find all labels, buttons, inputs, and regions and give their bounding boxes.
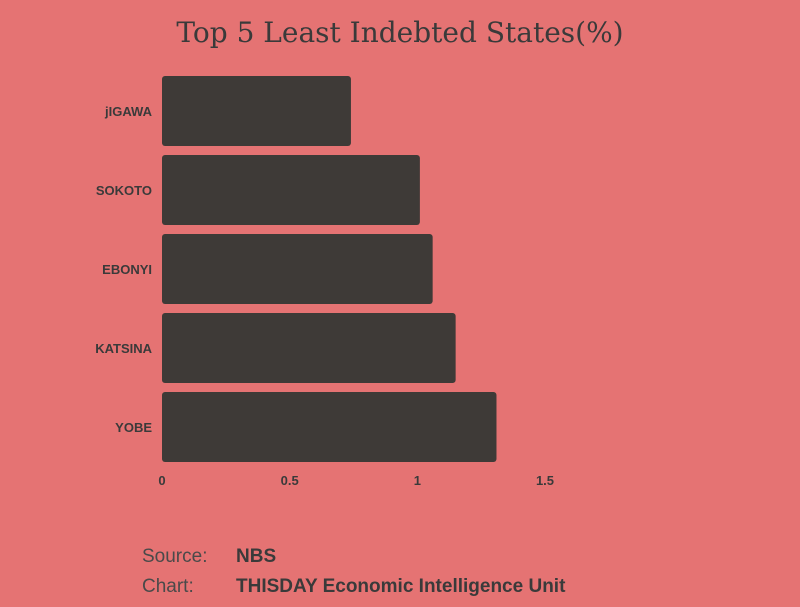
bar-jigawa — [162, 76, 351, 146]
y-tick-label: jIGAWA — [104, 104, 153, 119]
source-value: NBS — [236, 546, 277, 567]
bar-ebonyi — [162, 234, 433, 304]
y-tick-label: SOKOTO — [96, 183, 152, 198]
chart-credit-line: Chart: THISDAY Economic Intelligence Unit — [142, 576, 565, 598]
chart-title: Top 5 Least Indebted States(%) — [176, 16, 624, 49]
bar-yobe — [162, 392, 497, 462]
x-tick-label: 1.5 — [536, 473, 554, 488]
chart-credit-label: Chart: — [142, 576, 194, 597]
x-tick-label: 1 — [414, 473, 421, 488]
y-tick-label: YOBE — [115, 420, 152, 435]
x-tick-label: 0 — [158, 473, 165, 488]
x-tick-label: 0.5 — [281, 473, 299, 488]
chart-credit-value: THISDAY Economic Intelligence Unit — [236, 576, 566, 597]
y-tick-label: KATSINA — [95, 341, 152, 356]
y-tick-label: EBONYI — [102, 262, 152, 277]
source-label: Source: — [142, 546, 208, 567]
bar-katsina — [162, 313, 456, 383]
bar-sokoto — [162, 155, 420, 225]
bar-chart: jIGAWA SOKOTO EBONYI KATSINA YOBE 0 0.5 1 1.5 — [95, 76, 554, 488]
source-line: Source: NBS — [142, 546, 276, 568]
